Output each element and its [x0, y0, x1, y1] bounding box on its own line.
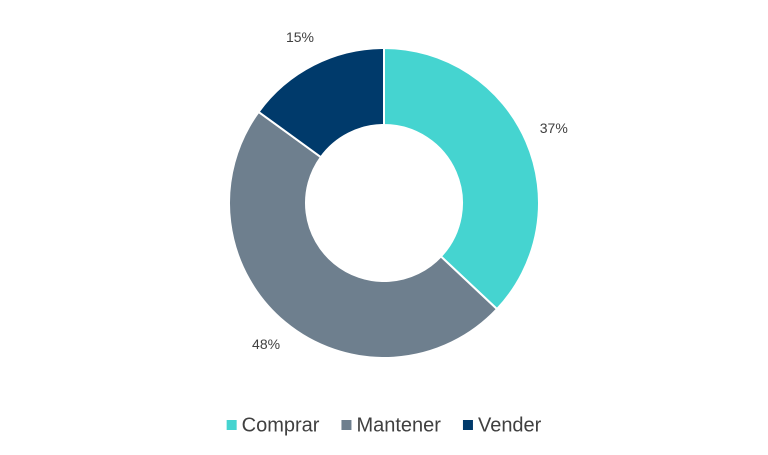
donut-slice	[383, 46, 540, 311]
donut-slice	[228, 110, 499, 359]
legend-label: Comprar	[242, 414, 320, 436]
legend-swatch	[341, 420, 352, 430]
legend-swatch	[226, 420, 237, 430]
legend-label: Mantener	[356, 414, 441, 436]
legend-swatch	[462, 420, 473, 430]
data-label: 15%	[286, 29, 314, 45]
legend-label: Vender	[478, 414, 542, 436]
data-label: 48%	[252, 336, 280, 352]
data-label: 37%	[540, 120, 568, 136]
donut-slice	[257, 46, 385, 159]
